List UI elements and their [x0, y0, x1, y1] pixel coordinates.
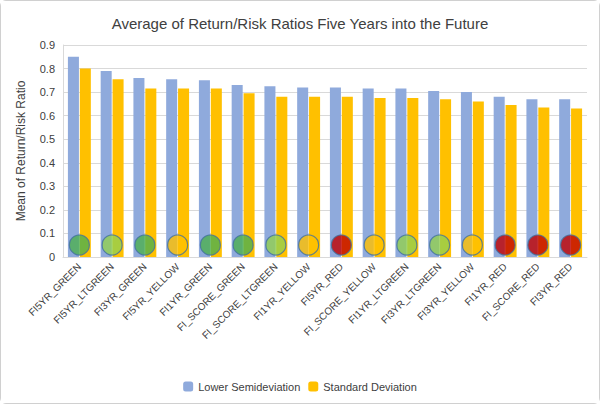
svg-text:FI1YR_GREEN: FI1YR_GREEN — [157, 261, 215, 318]
svg-text:0.6: 0.6 — [40, 110, 55, 122]
svg-text:FI3YR_RED: FI3YR_RED — [528, 261, 575, 308]
svg-text:Average of Return/Risk Ratios: Average of Return/Risk Ratios Five Years… — [112, 15, 489, 32]
svg-text:FI5YR_GREEN: FI5YR_GREEN — [26, 261, 84, 318]
svg-text:0: 0 — [49, 251, 55, 263]
svg-text:FI1YR_RED: FI1YR_RED — [462, 261, 509, 308]
svg-text:0.9: 0.9 — [40, 39, 55, 51]
svg-text:FI_SCORE_GREEN: FI_SCORE_GREEN — [174, 261, 247, 334]
svg-text:FI1YR_YELLOW: FI1YR_YELLOW — [251, 261, 313, 323]
svg-text:FI3YR_YELLOW: FI3YR_YELLOW — [415, 261, 477, 323]
svg-text:FI_SCORE_RED: FI_SCORE_RED — [480, 261, 542, 323]
svg-text:0.4: 0.4 — [40, 157, 55, 169]
svg-text:FI3YR_LTGREEN: FI3YR_LTGREEN — [379, 261, 444, 326]
svg-text:0.1: 0.1 — [40, 227, 55, 239]
svg-text:FI5YR_LTGREEN: FI5YR_LTGREEN — [51, 261, 116, 326]
svg-text:FI_SCORE_LTGREEN: FI_SCORE_LTGREEN — [199, 261, 280, 341]
svg-text:FI_SCORE_YELLOW: FI_SCORE_YELLOW — [301, 261, 378, 338]
svg-text:0.5: 0.5 — [40, 133, 55, 145]
svg-text:0.7: 0.7 — [40, 86, 55, 98]
svg-text:FI3YR_GREEN: FI3YR_GREEN — [91, 261, 149, 318]
svg-text:FI1YR_LTGREEN: FI1YR_LTGREEN — [346, 261, 411, 326]
svg-text:0.3: 0.3 — [40, 180, 55, 192]
svg-text:Mean of Return/Risk Ratio: Mean of Return/Risk Ratio — [14, 80, 28, 221]
svg-text:0.8: 0.8 — [40, 63, 55, 75]
svg-text:FI5YR_YELLOW: FI5YR_YELLOW — [120, 261, 182, 323]
svg-text:0.2: 0.2 — [40, 204, 55, 216]
svg-text:Standard Deviation: Standard Deviation — [323, 381, 417, 393]
svg-text:FI5YR_RED: FI5YR_RED — [298, 261, 346, 308]
svg-text:Lower Semideviation: Lower Semideviation — [198, 381, 300, 393]
